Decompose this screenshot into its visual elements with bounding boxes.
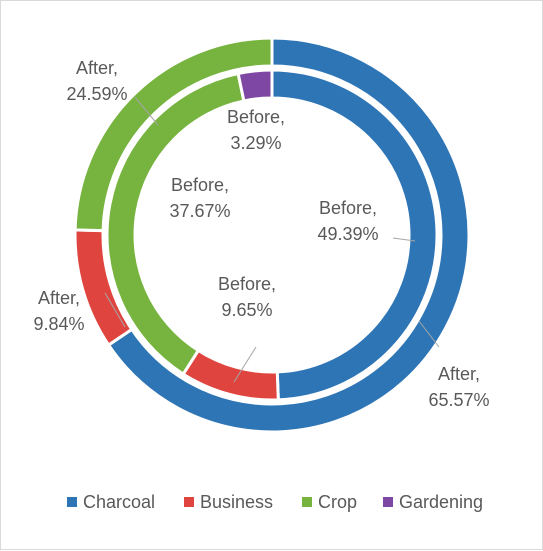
after-crop-data-label: After, 24.59% — [66, 58, 127, 104]
legend-swatch-gardening — [383, 497, 393, 507]
chart-legend: Charcoal Business Crop Gardening — [67, 492, 483, 512]
legend-label-business: Business — [200, 492, 273, 512]
before-gardening-slice — [236, 68, 274, 103]
before-charcoal-leader-line — [392, 237, 416, 242]
before-charcoal-data-label: Before, 49.39% — [317, 198, 378, 244]
legend-swatch-crop — [302, 497, 312, 507]
after-charcoal-leader-line — [418, 320, 440, 348]
legend-swatch-charcoal — [67, 497, 77, 507]
after-crop-slice — [73, 36, 274, 233]
legend-swatch-business — [184, 497, 194, 507]
before-gardening-data-label: Before, 3.29% — [227, 107, 285, 153]
legend-label-crop: Crop — [318, 492, 357, 512]
after-crop-leader-line — [134, 96, 159, 126]
after-charcoal-slice — [106, 36, 471, 434]
legend-label-gardening: Gardening — [399, 492, 483, 512]
label-leader-lines — [104, 96, 440, 383]
legend-item-charcoal: Charcoal — [67, 492, 155, 512]
legend-item-gardening: Gardening — [383, 492, 483, 512]
before-business-leader-line — [233, 346, 257, 383]
after-charcoal-data-label: After, 65.57% — [428, 364, 489, 410]
before-crop-data-label: Before, 37.67% — [169, 175, 230, 221]
before-business-data-label: Before, 9.65% — [218, 274, 276, 320]
chart-rings — [73, 36, 471, 434]
after-business-data-label: After, 9.84% — [33, 288, 84, 334]
legend-item-business: Business — [184, 492, 273, 512]
legend-item-crop: Crop — [302, 492, 357, 512]
after-business-leader-line — [104, 292, 126, 328]
data-labels: After, 65.57% After, 9.84% After, 24.59% Befor… — [33, 58, 489, 410]
legend-label-charcoal: Charcoal — [83, 492, 155, 512]
